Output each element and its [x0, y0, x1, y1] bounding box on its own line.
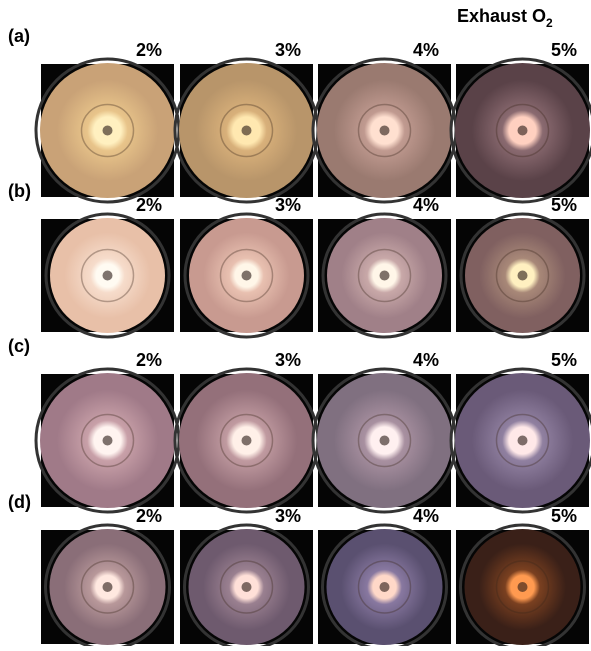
burner-center: [103, 582, 113, 592]
photo: [41, 525, 174, 646]
column-label: 2%: [136, 195, 162, 215]
photo: [175, 369, 318, 512]
burner-center: [103, 271, 113, 281]
burner-center: [518, 271, 528, 281]
column-label: 2%: [136, 506, 162, 526]
row-label: (a): [8, 26, 30, 46]
photo: [180, 214, 313, 337]
column-label: 3%: [275, 40, 301, 60]
photo: [451, 369, 591, 512]
burner-center: [242, 271, 252, 281]
burner-center: [380, 582, 390, 592]
photo: [313, 59, 456, 202]
photo: [456, 214, 589, 337]
column-label: 3%: [275, 195, 301, 215]
row-label: (d): [8, 492, 31, 512]
column-label: 4%: [413, 195, 439, 215]
header-title: Exhaust O2: [457, 6, 553, 30]
burner-center: [380, 271, 390, 281]
photo: [456, 525, 589, 646]
photo: [318, 525, 451, 646]
burner-center: [518, 582, 528, 592]
column-label: 4%: [413, 506, 439, 526]
column-label: 5%: [551, 506, 577, 526]
figure: Exhaust O2 (a) 2% 3% 4% 5% (b) 2% 3% 4% 5% (c) 2% 3%…: [0, 0, 591, 646]
photo: [451, 59, 591, 202]
burner-center: [242, 582, 252, 592]
burner-center: [518, 436, 528, 446]
row-label: (c): [8, 336, 30, 356]
photo: [36, 59, 179, 202]
column-label: 5%: [551, 350, 577, 370]
burner-center: [103, 436, 113, 446]
burner-center: [380, 436, 390, 446]
photo: [180, 525, 313, 646]
column-label: 3%: [275, 350, 301, 370]
burner-center: [518, 126, 528, 136]
header-subscript: 2: [546, 16, 553, 30]
burner-center: [242, 436, 252, 446]
column-label: 5%: [551, 195, 577, 215]
photo: [175, 59, 318, 202]
column-label: 3%: [275, 506, 301, 526]
burner-center: [242, 126, 252, 136]
column-label: 4%: [413, 350, 439, 370]
column-label: 5%: [551, 40, 577, 60]
photo: [313, 369, 456, 512]
row-label: (b): [8, 181, 31, 201]
photo: [318, 214, 451, 337]
photo: [36, 369, 179, 512]
photo: [41, 214, 174, 337]
column-label: 2%: [136, 350, 162, 370]
burner-center: [103, 126, 113, 136]
column-label: 2%: [136, 40, 162, 60]
burner-center: [380, 126, 390, 136]
column-label: 4%: [413, 40, 439, 60]
header-text: Exhaust O: [457, 6, 546, 26]
